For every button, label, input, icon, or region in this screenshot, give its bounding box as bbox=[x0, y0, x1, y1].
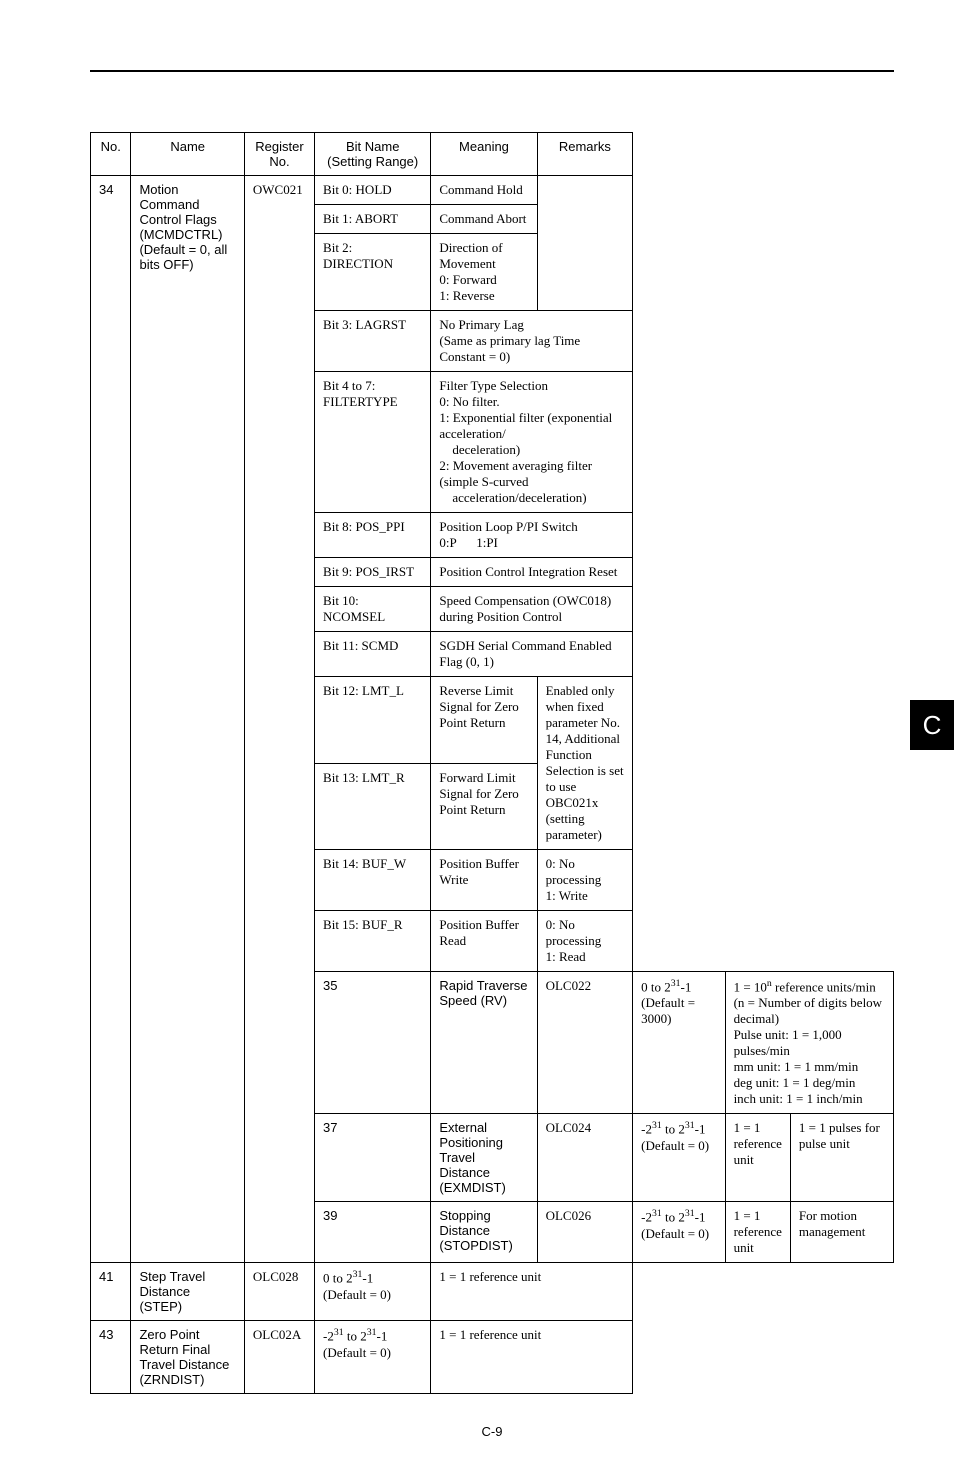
header-name: Name bbox=[131, 133, 244, 176]
table-row: 34 Motion Command Control Flags (MCMDCTR… bbox=[91, 176, 894, 205]
cell-no: 34 bbox=[91, 176, 131, 1263]
cell-bit: Bit 11: SCMD bbox=[315, 632, 431, 677]
cell-remarks: 0: No processing1: Read bbox=[537, 911, 633, 972]
cell-bit: Bit 3: LAGRST bbox=[315, 311, 431, 372]
cell-bit: Bit 0: HOLD bbox=[315, 176, 431, 205]
cell-reg: OLC022 bbox=[537, 972, 633, 1114]
cell-name: Motion Command Control Flags (MCMDCTRL)(… bbox=[131, 176, 244, 1263]
table-row: 43 Zero Point Return Final Travel Distan… bbox=[91, 1321, 894, 1394]
cell-bit: Bit 9: POS_IRST bbox=[315, 558, 431, 587]
cell-no: 41 bbox=[91, 1263, 131, 1321]
cell-meaning: Filter Type Selection0: No filter.1: Exp… bbox=[431, 372, 633, 513]
cell-meaning: Command Hold bbox=[431, 176, 537, 205]
header-bitname: Bit Name(Setting Range) bbox=[315, 133, 431, 176]
header-register: RegisterNo. bbox=[244, 133, 314, 176]
cell-name: External Positioning Travel Distance (EX… bbox=[431, 1114, 537, 1202]
cell-bit: Bit 12: LMT_L bbox=[315, 677, 431, 764]
cell-meaning: 1 = 1 reference unit bbox=[431, 1321, 633, 1394]
cell-meaning: SGDH Serial Command Enabled Flag (0, 1) bbox=[431, 632, 633, 677]
cell-remarks: 0: No processing1: Write bbox=[537, 850, 633, 911]
cell-bit: Bit 2: DIRECTION bbox=[315, 234, 431, 311]
cell-meaning: 1 = 1 reference unit bbox=[431, 1263, 633, 1321]
cell-meaning: Position Buffer Read bbox=[431, 911, 537, 972]
cell-remarks bbox=[537, 176, 633, 311]
cell-bit: 0 to 231-1(Default = 0) bbox=[315, 1263, 431, 1321]
cell-bit: Bit 14: BUF_W bbox=[315, 850, 431, 911]
top-rule bbox=[90, 70, 894, 72]
cell-bit: -231 to 231-1(Default = 0) bbox=[633, 1202, 725, 1263]
cell-no: 35 bbox=[315, 972, 431, 1114]
cell-meaning: No Primary Lag(Same as primary lag Time … bbox=[431, 311, 633, 372]
cell-bit: Bit 4 to 7: FILTERTYPE bbox=[315, 372, 431, 513]
page-footer: C-9 bbox=[90, 1424, 894, 1439]
cell-meaning: 1 = 1 reference unit bbox=[725, 1114, 790, 1202]
cell-bit: Bit 8: POS_PPI bbox=[315, 513, 431, 558]
appendix-tab: C bbox=[910, 700, 954, 750]
cell-name: Stopping Distance (STOPDIST) bbox=[431, 1202, 537, 1263]
cell-name: Zero Point Return Final Travel Distance … bbox=[131, 1321, 244, 1394]
cell-meaning: Command Abort bbox=[431, 205, 537, 234]
cell-meaning: Forward Limit Signal for Zero Point Retu… bbox=[431, 763, 537, 850]
cell-reg: OLC028 bbox=[244, 1263, 314, 1321]
header-meaning: Meaning bbox=[431, 133, 537, 176]
header-remarks: Remarks bbox=[537, 133, 633, 176]
cell-meaning: Position Control Integration Reset bbox=[431, 558, 633, 587]
table-row: 41 Step Travel Distance (STEP) OLC028 0 … bbox=[91, 1263, 894, 1321]
header-no: No. bbox=[91, 133, 131, 176]
cell-remarks: Enabled only when fixed parameter No. 14… bbox=[537, 677, 633, 850]
cell-meaning: Position Loop P/PI Switch0:P 1:PI bbox=[431, 513, 633, 558]
cell-meaning: Reverse Limit Signal for Zero Point Retu… bbox=[431, 677, 537, 764]
cell-bit: Bit 15: BUF_R bbox=[315, 911, 431, 972]
cell-meaning: 1 = 10n reference units/min(n = Number o… bbox=[725, 972, 893, 1114]
cell-reg: OWC021 bbox=[244, 176, 314, 1263]
cell-bit: Bit 10: NCOMSEL bbox=[315, 587, 431, 632]
parameter-table: No. Name RegisterNo. Bit Name(Setting Ra… bbox=[90, 132, 894, 1394]
cell-remarks: For motion management bbox=[790, 1202, 893, 1263]
cell-reg: OLC026 bbox=[537, 1202, 633, 1263]
table-header-row: No. Name RegisterNo. Bit Name(Setting Ra… bbox=[91, 133, 894, 176]
cell-bit: 0 to 231-1(Default = 3000) bbox=[633, 972, 725, 1114]
cell-name: Rapid Traverse Speed (RV) bbox=[431, 972, 537, 1114]
cell-meaning: Direction of Movement0: Forward1: Revers… bbox=[431, 234, 537, 311]
cell-bit: -231 to 231-1(Default = 0) bbox=[633, 1114, 725, 1202]
cell-bit: Bit 13: LMT_R bbox=[315, 763, 431, 850]
cell-reg: OLC024 bbox=[537, 1114, 633, 1202]
cell-name: Step Travel Distance (STEP) bbox=[131, 1263, 244, 1321]
cell-meaning: Position Buffer Write bbox=[431, 850, 537, 911]
cell-bit: -231 to 231-1(Default = 0) bbox=[315, 1321, 431, 1394]
cell-bit: Bit 1: ABORT bbox=[315, 205, 431, 234]
cell-meaning: Speed Compensation (OWC018) during Posit… bbox=[431, 587, 633, 632]
cell-remarks: 1 = 1 pulses for pulse unit bbox=[790, 1114, 893, 1202]
cell-reg: OLC02A bbox=[244, 1321, 314, 1394]
cell-no: 43 bbox=[91, 1321, 131, 1394]
cell-no: 39 bbox=[315, 1202, 431, 1263]
cell-meaning: 1 = 1 reference unit bbox=[725, 1202, 790, 1263]
cell-no: 37 bbox=[315, 1114, 431, 1202]
